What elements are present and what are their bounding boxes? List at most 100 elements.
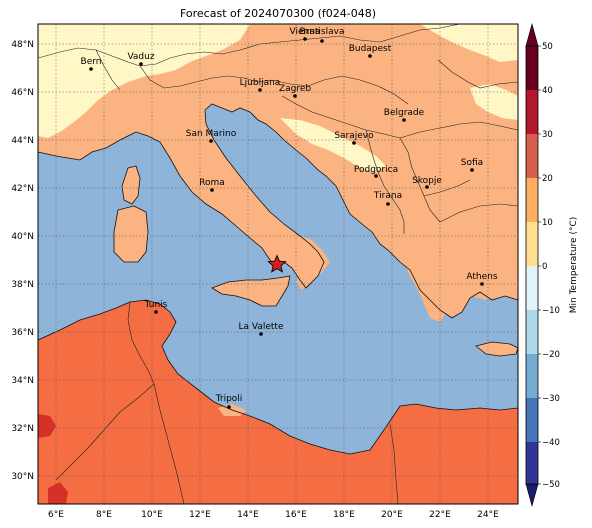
colorbar-tick-label: 0 [542,262,547,272]
city-label: Athens [466,272,497,282]
colorbar-label: Min Temperature (°C) [569,217,579,314]
city-label: Vienna [290,27,321,37]
city-label: Skopje [412,176,442,186]
lon-tick: 16°E [285,510,307,520]
lat-tick: 36°N [11,328,34,338]
colorbar-tick-label: 40 [542,86,553,96]
colorbar-tick-label: −40 [542,438,560,448]
city-label: La Valette [239,322,284,332]
colorbar-tick-label: 20 [542,174,553,184]
romania-cool-region [470,84,518,120]
city-dot [89,67,93,71]
lat-tick: 46°N [11,88,34,98]
colorbar-tick-label: −10 [542,306,560,316]
figure-title: Forecast of 2024070300 (f024-048) [180,7,376,20]
city-label: Bratislava [300,27,345,37]
city-dot [374,174,378,178]
city-label: Bern [81,57,102,67]
sicily-land [212,276,290,306]
colorbar-band [526,442,538,484]
colorbar-tick-marks [538,45,541,485]
lat-tick: 34°N [11,376,34,386]
hot-patch-west [38,414,56,438]
lon-tick: 10°E [141,510,163,520]
city-dot [259,332,263,336]
city-dot [293,94,297,98]
lon-tick: 6°E [48,510,64,520]
colorbar-bottom-arrow [525,483,539,508]
colorbar-tick-label: 10 [542,218,553,228]
map-frame [37,23,519,505]
lat-tick: 38°N [11,280,34,290]
city-dot [258,88,262,92]
city-label: Budapest [349,44,392,54]
lat-tick: 44°N [11,136,34,146]
city-label: Tirana [373,191,402,201]
city-markers: Bern Vaduz Vienna Bratislava Budapest Lj… [81,27,498,409]
colorbar-tick-label: 30 [542,130,553,140]
city-label: San Marino [186,129,237,139]
colorbar-tick-label: −30 [542,394,560,404]
lon-tick: 22°E [429,510,451,520]
city-label: Tripoli [215,394,243,404]
country-borders [38,24,518,504]
lon-tick: 24°E [477,510,499,520]
colorbar-band [526,354,538,398]
greece-land [400,226,492,322]
dinaric-cool-region [280,118,386,172]
corsica-land [122,166,140,204]
colorbar-band [526,46,538,90]
lat-tick: 30°N [11,472,34,482]
colorbar-top-arrow [525,22,539,47]
colorbar-tick-label: 50 [542,42,553,52]
colorbar-band [526,134,538,178]
colorbar-band [526,178,538,222]
city-label: Belgrade [384,108,425,118]
crete-land [476,342,518,356]
lat-tick: 42°N [11,184,34,194]
city-label: Roma [199,178,225,188]
city-label: Sofia [461,158,483,168]
city-dot [470,168,474,172]
colorbar-band [526,310,538,354]
city-dot [303,37,307,41]
city-dot [210,188,214,192]
city-dot [209,139,213,143]
city-dot [154,310,158,314]
city-label: Sarajevo [334,131,374,141]
city-label: Zagreb [279,84,311,94]
colorbar-tick-label: −20 [542,350,560,360]
lon-tick: 20°E [381,510,403,520]
lon-tick: 18°E [333,510,355,520]
city-dot [425,185,429,189]
lon-tick: 8°E [96,510,112,520]
lon-tick: 12°E [189,510,211,520]
city-dot [352,141,356,145]
city-label: Ljubljana [240,78,281,88]
lon-tick: 14°E [237,510,259,520]
location-star-marker [267,254,287,273]
lat-tick: 48°N [11,40,34,50]
city-label: Tunis [144,300,168,310]
africa-land [38,300,518,504]
carpathian-cool-region [420,24,518,62]
city-label: Vaduz [127,52,154,62]
lat-tick: 32°N [11,424,34,434]
graticule [38,24,518,504]
colorbar: 50 40 30 20 10 0 −10 −20 −30 −40 −50 Min… [525,22,579,508]
city-dot [402,118,406,122]
colorbar-band [526,398,538,442]
europe-land [38,24,518,318]
city-dot [480,282,484,286]
city-dot [320,39,324,43]
sardinia-land [114,206,148,262]
colorbar-frame [525,45,539,485]
calabria-land [296,236,330,290]
map-plot: Bern Vaduz Vienna Bratislava Budapest Lj… [38,24,518,504]
hot-patch-south [48,482,68,504]
colorbar-band [526,266,538,310]
city-dot [368,54,372,58]
latitude-ticks: 30°N 32°N 34°N 36°N 38°N 40°N 42°N 44°N … [11,40,34,482]
lat-tick: 40°N [11,232,34,242]
